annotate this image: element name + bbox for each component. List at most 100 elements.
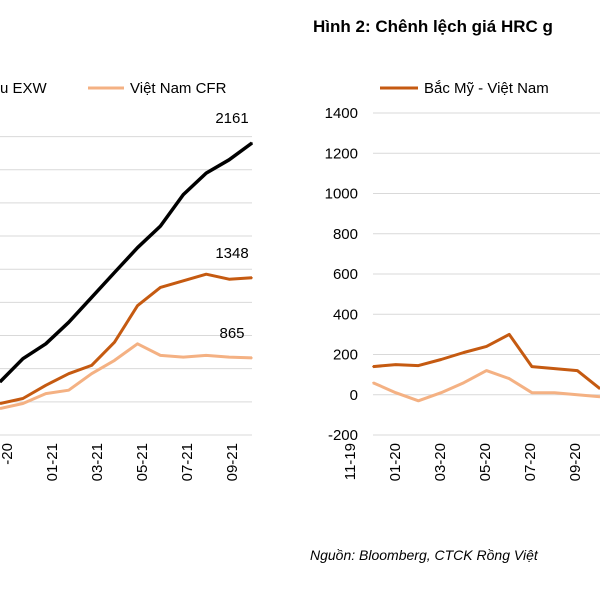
x-tick-label: 07-20 <box>522 443 539 481</box>
y-tick-label: 1000 <box>325 186 358 203</box>
x-tick-label: 03-21 <box>89 443 106 481</box>
end-value-label-2: 1348 <box>215 245 248 262</box>
left-legend-label-2: Việt Nam CFR <box>130 80 227 97</box>
data-point <box>90 364 93 367</box>
data-point <box>440 391 442 394</box>
data-point <box>485 369 488 372</box>
data-point <box>113 359 116 362</box>
right-chart-title: Hình 2: Chênh lệch giá HRC g <box>313 17 553 36</box>
left-x-tick-labels: -20 01-21 03-21 05-21 07-21 09-21 <box>0 443 241 481</box>
data-point <box>22 402 24 405</box>
data-point <box>45 343 47 345</box>
source-note: Nguồn: Bloomberg, CTCK Rồng Việt <box>310 547 539 563</box>
data-point <box>463 381 465 384</box>
x-tick-label: -20 <box>0 443 16 465</box>
y-tick-label: 0 <box>350 387 358 404</box>
data-point <box>45 392 47 395</box>
right-chart: Bắc Mỹ - Việt Nam 1400 1200 1000 800 600 400 2… <box>325 80 600 481</box>
data-point <box>463 351 465 354</box>
data-point <box>228 158 230 161</box>
data-point <box>113 271 116 274</box>
right-series-group <box>372 332 600 403</box>
data-point <box>136 304 139 307</box>
data-point <box>0 402 1 405</box>
data-point <box>576 393 579 396</box>
data-point <box>182 193 185 196</box>
right-x-tick-labels: 11-19 01-20 03-20 05-20 07-20 09-20 <box>342 443 584 481</box>
x-tick-label: 11-19 <box>342 443 359 480</box>
data-point <box>136 246 139 249</box>
y-tick-label: -200 <box>328 427 358 444</box>
end-value-label-3: 865 <box>219 325 244 342</box>
data-point <box>251 142 253 144</box>
data-point <box>159 354 162 357</box>
y-tick-label: 400 <box>333 306 358 323</box>
data-point <box>205 273 207 275</box>
data-point <box>182 280 185 282</box>
x-tick-label: 09-21 <box>224 443 241 481</box>
data-point <box>394 391 397 394</box>
data-point <box>205 354 207 357</box>
data-point <box>531 391 533 394</box>
series-line-1 <box>372 332 600 390</box>
data-point <box>113 341 116 343</box>
data-point <box>136 343 139 345</box>
data-point <box>372 381 374 384</box>
data-point <box>0 381 1 383</box>
y-tick-label: 1400 <box>325 105 358 122</box>
data-point <box>90 296 93 299</box>
data-point <box>22 397 24 400</box>
data-point <box>182 356 185 358</box>
right-legend: Bắc Mỹ - Việt Nam <box>380 80 549 97</box>
data-point <box>553 367 556 370</box>
data-point <box>417 399 420 402</box>
data-point <box>508 377 511 380</box>
data-point <box>0 407 1 410</box>
left-series-group <box>0 141 254 410</box>
data-point <box>90 372 93 375</box>
y-tick-label: 1200 <box>325 145 358 162</box>
right-gridlines <box>373 112 600 436</box>
x-tick-label: 03-20 <box>432 443 449 481</box>
series-line-2 <box>372 369 600 403</box>
x-tick-label: 01-20 <box>387 443 404 481</box>
left-legend-label-1: u EXW <box>0 80 48 97</box>
data-point <box>67 321 70 324</box>
x-tick-label: 01-21 <box>44 443 61 481</box>
data-point <box>159 286 162 289</box>
data-point <box>22 357 24 360</box>
series-line-3 <box>0 342 253 410</box>
left-end-labels: 2161 1348 865 <box>215 110 248 342</box>
data-point <box>228 356 230 358</box>
x-tick-label: 05-21 <box>134 443 151 481</box>
x-tick-label: 05-20 <box>477 443 494 481</box>
data-point <box>417 364 420 367</box>
x-tick-label: 09-20 <box>567 443 584 481</box>
right-y-tick-labels: 1400 1200 1000 800 600 400 200 0 -200 <box>325 105 358 444</box>
data-point <box>485 345 488 348</box>
data-point <box>228 278 230 280</box>
data-point <box>67 389 70 392</box>
data-point <box>440 358 442 361</box>
data-point <box>251 357 253 359</box>
right-legend-label: Bắc Mỹ - Việt Nam <box>424 80 549 97</box>
end-value-label-1: 2161 <box>215 110 248 127</box>
x-tick-label: 07-21 <box>179 443 196 481</box>
data-point <box>576 369 579 372</box>
series-line-1 <box>0 141 254 384</box>
data-point <box>553 391 556 394</box>
data-point <box>531 365 533 368</box>
data-point <box>45 384 47 387</box>
y-tick-label: 200 <box>333 347 358 364</box>
y-tick-label: 800 <box>333 226 358 243</box>
data-point <box>251 277 253 279</box>
series-line-2 <box>0 272 253 405</box>
data-point <box>205 172 207 174</box>
data-point <box>508 333 511 336</box>
y-tick-label: 600 <box>333 266 358 283</box>
data-point <box>394 363 397 366</box>
left-chart: u EXW Việt Nam CFR 2161 1348 865 -20 01-21 0… <box>0 80 254 481</box>
data-point <box>67 372 70 375</box>
data-point <box>159 225 162 227</box>
